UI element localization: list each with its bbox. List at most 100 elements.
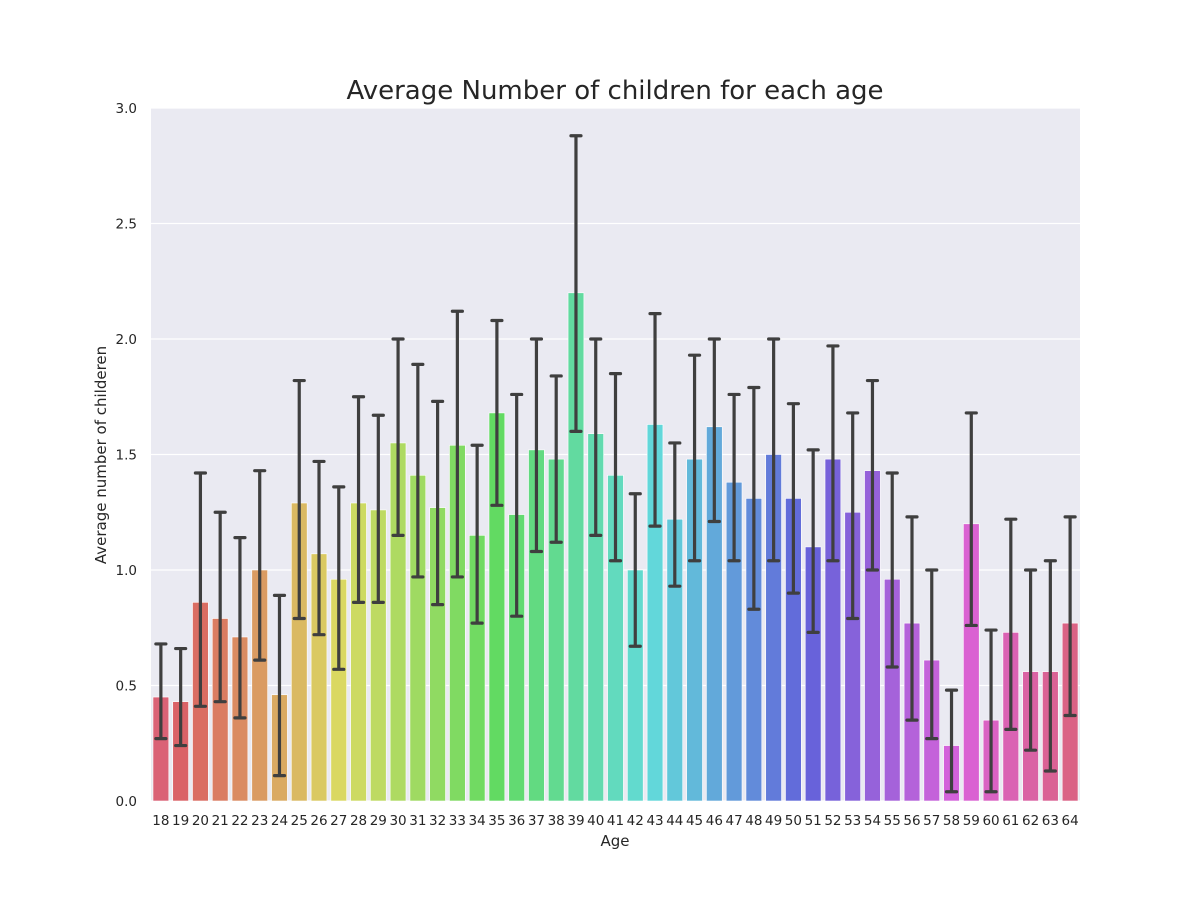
error-bar-age-54 bbox=[865, 378, 880, 572]
x-axis-label: Age bbox=[600, 832, 629, 850]
x-tick-label: 63 bbox=[1042, 813, 1059, 829]
error-bar-age-26 bbox=[312, 459, 326, 637]
x-tick-label: 27 bbox=[330, 813, 347, 829]
error-bar-age-48 bbox=[747, 385, 761, 611]
error-bar-age-29 bbox=[371, 413, 385, 604]
x-tick-label: 51 bbox=[805, 813, 822, 829]
error-bar-age-61 bbox=[1004, 517, 1018, 731]
x-tick-label: 29 bbox=[370, 813, 387, 829]
error-bar-age-23 bbox=[253, 469, 267, 662]
error-bar-age-51 bbox=[806, 448, 820, 634]
x-tick-label: 38 bbox=[548, 813, 565, 829]
x-tick-label: 23 bbox=[251, 813, 268, 829]
x-tick-label: 31 bbox=[409, 813, 426, 829]
y-tick-label: 0.5 bbox=[116, 679, 137, 695]
error-bar-age-31 bbox=[411, 362, 425, 579]
error-bar-age-42 bbox=[628, 492, 642, 648]
x-tick-label: 46 bbox=[706, 813, 723, 829]
x-tick-label: 41 bbox=[607, 813, 624, 829]
error-bar-age-34 bbox=[470, 443, 484, 625]
y-tick-labels: 0.0 0.5 1.0 1.5 2.0 2.5 3.0 bbox=[116, 101, 137, 810]
x-tick-label: 36 bbox=[508, 813, 525, 829]
error-bar-age-53 bbox=[846, 411, 860, 621]
x-tick-label: 43 bbox=[646, 813, 663, 829]
error-bar-age-39 bbox=[569, 134, 583, 433]
x-tick-label: 39 bbox=[567, 813, 584, 829]
chart-title: Average Number of children for each age bbox=[346, 76, 883, 106]
x-tick-label: 53 bbox=[844, 813, 861, 829]
error-bar-age-37 bbox=[529, 337, 544, 554]
error-bar-age-57 bbox=[925, 568, 939, 741]
x-tick-label: 48 bbox=[745, 813, 762, 829]
error-bar-age-59 bbox=[964, 411, 978, 628]
x-tick-label: 61 bbox=[1002, 813, 1019, 829]
y-tick-label: 2.0 bbox=[116, 332, 137, 348]
x-tick-label: 42 bbox=[627, 813, 644, 829]
error-bar-age-52 bbox=[826, 344, 840, 563]
error-bars bbox=[154, 134, 1077, 794]
x-tick-label: 32 bbox=[429, 813, 446, 829]
error-bar-age-55 bbox=[885, 471, 899, 669]
error-bar-age-19 bbox=[174, 646, 188, 748]
error-bar-age-33 bbox=[450, 309, 464, 579]
x-tick-label: 55 bbox=[884, 813, 901, 829]
x-tick-label: 21 bbox=[212, 813, 229, 829]
x-tick-label: 52 bbox=[824, 813, 841, 829]
x-tick-label: 58 bbox=[943, 813, 960, 829]
error-bar-age-36 bbox=[510, 392, 524, 618]
x-tick-label: 57 bbox=[923, 813, 940, 829]
error-bar-age-56 bbox=[905, 515, 919, 722]
x-tick-label: 37 bbox=[528, 813, 545, 829]
error-bar-age-22 bbox=[233, 536, 247, 720]
error-bar-age-45 bbox=[687, 353, 702, 563]
x-tick-label: 26 bbox=[310, 813, 327, 829]
error-bar-age-62 bbox=[1023, 568, 1038, 752]
error-bar-age-32 bbox=[431, 399, 445, 607]
error-bar-age-38 bbox=[549, 374, 563, 544]
x-tick-label: 50 bbox=[785, 813, 802, 829]
x-tick-label: 44 bbox=[666, 813, 683, 829]
x-tick-label: 60 bbox=[982, 813, 999, 829]
x-tick-label: 28 bbox=[350, 813, 367, 829]
x-tick-label: 40 bbox=[587, 813, 604, 829]
x-tick-label: 54 bbox=[864, 813, 881, 829]
x-tick-label: 64 bbox=[1062, 813, 1079, 829]
error-bar-age-46 bbox=[707, 337, 721, 524]
error-bar-age-50 bbox=[786, 402, 800, 595]
y-tick-label: 3.0 bbox=[116, 101, 137, 117]
error-bar-age-41 bbox=[608, 372, 623, 563]
x-tick-label: 33 bbox=[449, 813, 466, 829]
error-bar-age-64 bbox=[1063, 515, 1077, 718]
x-tick-label: 56 bbox=[903, 813, 920, 829]
error-bar-age-28 bbox=[351, 395, 366, 604]
error-bar-age-35 bbox=[490, 318, 504, 507]
error-bar-age-49 bbox=[767, 337, 781, 563]
error-bar-age-60 bbox=[984, 628, 998, 794]
x-tick-label: 49 bbox=[765, 813, 782, 829]
error-bar-age-43 bbox=[648, 311, 662, 528]
error-bar-age-21 bbox=[213, 510, 227, 704]
error-bar-age-58 bbox=[944, 688, 959, 794]
x-tick-label: 25 bbox=[291, 813, 308, 829]
x-tick-labels: 18 19 20 21 22 23 24 25 26 27 28 29 30 31 32 33 34 35 36 37… bbox=[152, 813, 1078, 829]
error-bar-age-40 bbox=[589, 337, 603, 537]
x-tick-label: 62 bbox=[1022, 813, 1039, 829]
y-tick-label: 1.0 bbox=[116, 563, 137, 579]
x-tick-label: 24 bbox=[271, 813, 288, 829]
x-tick-label: 34 bbox=[469, 813, 486, 829]
error-bar-age-47 bbox=[727, 392, 741, 563]
y-axis-label: Average number of childeren bbox=[92, 346, 110, 564]
y-tick-label: 2.5 bbox=[116, 217, 137, 233]
x-tick-label: 35 bbox=[488, 813, 505, 829]
y-tick-label: 1.5 bbox=[116, 448, 137, 464]
x-tick-label: 59 bbox=[963, 813, 980, 829]
error-bar-age-63 bbox=[1043, 559, 1057, 773]
error-bar-age-27 bbox=[332, 485, 346, 671]
error-bar-age-44 bbox=[668, 441, 682, 588]
error-bar-age-18 bbox=[154, 642, 168, 741]
error-bar-age-30 bbox=[391, 337, 405, 537]
x-tick-label: 47 bbox=[726, 813, 743, 829]
error-bar-age-24 bbox=[272, 593, 287, 778]
